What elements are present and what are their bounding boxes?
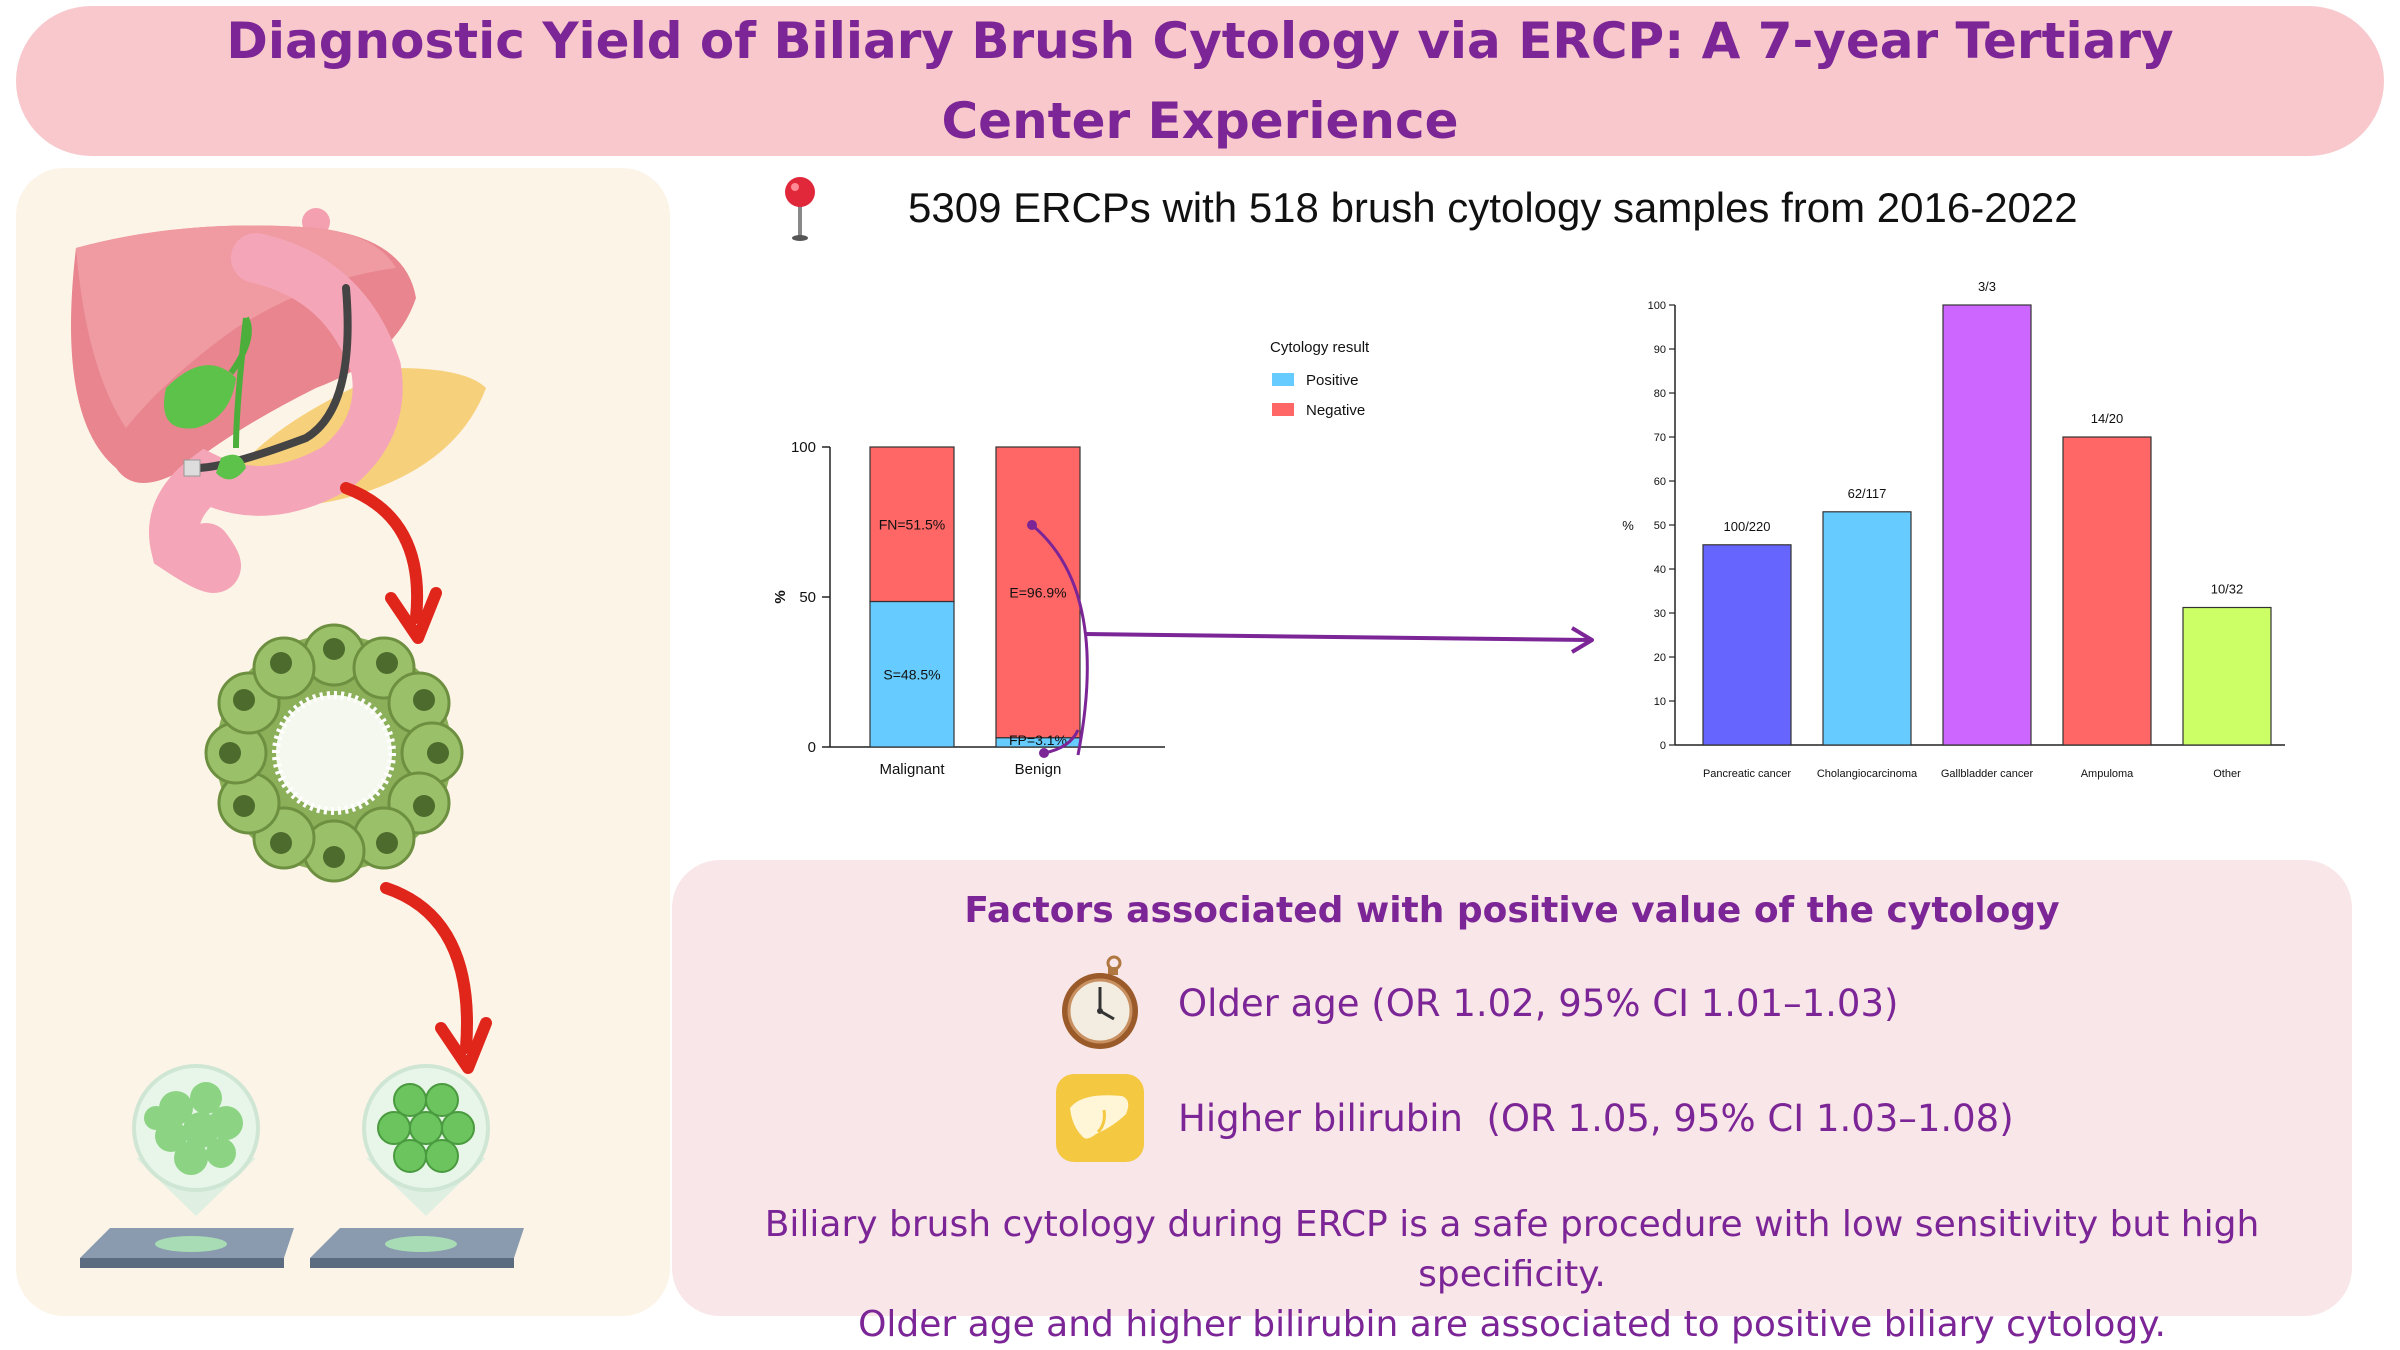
bar-data-label: 62/117 [1848, 486, 1887, 501]
bar-data-label: 14/20 [2091, 411, 2124, 426]
stacked-bar-segment [869, 446, 955, 603]
y-tick-label: 40 [1654, 564, 1666, 576]
factor-bilirubin: Higher bilirubin (OR 1.05, 95% CI 1.03–1… [1052, 1070, 2014, 1166]
diagnosis-bar-chart: 0 10 20 30 40 50 60 70 80 90 100% 100/220 Pancreati… [1610, 265, 2300, 800]
conclusion-line-2: Older age and higher bilirubin are assoc… [858, 1304, 2166, 1345]
y-tick-label: 50 [799, 589, 816, 606]
y-tick-label: 10 [1654, 696, 1666, 708]
bar-data-label: 3/3 [1978, 279, 1996, 294]
y-tick-label: 0 [808, 739, 816, 756]
title-line-2: Center Experience [941, 92, 1459, 150]
factor-age: Older age (OR 1.02, 95% CI 1.01–1.03) [1052, 955, 1898, 1051]
map-pin-icon [785, 177, 815, 241]
x-tick-label: Cholangiocarcinoma [1817, 768, 1918, 780]
factor-age-text: Older age (OR 1.02, 95% CI 1.01–1.03) [1178, 981, 1899, 1025]
segment-label: S=48.5% [883, 666, 940, 682]
flow-arrow-1 [340, 482, 442, 644]
factors-panel: Factors associated with positive value o… [672, 860, 2352, 1345]
y-tick-label: 100 [791, 439, 816, 456]
y-tick-label: 20 [1654, 652, 1666, 664]
segment-label: FN=51.5% [879, 516, 946, 532]
cohort-summary: 5309 ERCPs with 518 brush cytology sampl… [780, 170, 2078, 246]
segment-label: FP=3.1% [1009, 732, 1067, 748]
x-tick-label: Gallbladder cancer [1941, 768, 2034, 780]
segment-label: E=96.9% [1009, 584, 1066, 600]
y-axis-label: % [1622, 518, 1634, 533]
connector-arrow [1027, 520, 1594, 758]
conclusion: Biliary brush cytology during ERCP is a … [672, 1200, 2352, 1350]
illustration-panel [16, 168, 670, 1316]
stacked-bar-segment [995, 446, 1081, 739]
stacked-bar-segment [869, 600, 955, 748]
x-tick-label: Benign [1015, 761, 1062, 778]
cohort-summary-text: 5309 ERCPs with 518 brush cytology sampl… [908, 184, 2078, 231]
legend-label-negative: Negative [1306, 402, 1365, 419]
bar-data-label: 10/32 [2211, 582, 2244, 597]
y-tick-label: 60 [1654, 476, 1666, 488]
bar [1822, 511, 1912, 746]
page-title: Diagnostic Yield of Biliary Brush Cytolo… [220, 1, 2180, 161]
y-tick-label: 50 [1654, 520, 1666, 532]
bar [2062, 436, 2152, 746]
y-tick-label: 100 [1648, 300, 1666, 312]
atypical-cells-slide [80, 1064, 294, 1268]
stacked-bar-chart-svg: 0 50 100% S=48.5% FN=51.5% Malignant FP=3.1% E… [772, 339, 1370, 778]
y-tick-label: 90 [1654, 344, 1666, 356]
x-tick-label: Ampuloma [2081, 768, 2134, 780]
x-tick-label: Pancreatic cancer [1703, 768, 1791, 780]
flow-arrow-2 [380, 882, 492, 1074]
y-tick-label: 0 [1660, 740, 1666, 752]
stacked-bar-chart: 0 50 100% S=48.5% FN=51.5% Malignant FP=3.1% E… [760, 260, 1400, 800]
diagnosis-bar-chart-svg: 0 10 20 30 40 50 60 70 80 90 100% 100/220 Pancreati… [1622, 279, 2285, 780]
factor-bilirubin-text: Higher bilirubin (OR 1.05, 95% CI 1.03–1… [1178, 1096, 2014, 1140]
legend-swatch-negative [1272, 403, 1294, 416]
x-tick-label: Other [2213, 768, 2241, 780]
conclusion-line-1: Biliary brush cytology during ERCP is a … [764, 1204, 2260, 1295]
y-axis-label: % [772, 590, 789, 603]
y-tick-label: 70 [1654, 432, 1666, 444]
x-tick-label: Malignant [879, 761, 945, 778]
title-banner: Diagnostic Yield of Biliary Brush Cytolo… [16, 6, 2384, 156]
bar [1942, 304, 2032, 746]
bar [1702, 544, 1792, 746]
pocket-watch-icon [1062, 955, 1138, 1049]
title-line-1: Diagnostic Yield of Biliary Brush Cytolo… [226, 12, 2174, 70]
liver-icon [1056, 1074, 1144, 1162]
normal-cells-slide [310, 1064, 524, 1268]
legend-label-positive: Positive [1306, 372, 1359, 389]
legend-title: Cytology result [1270, 339, 1370, 356]
liver-pancreas-illustration [71, 208, 486, 593]
y-tick-label: 80 [1654, 388, 1666, 400]
bar [2182, 606, 2272, 746]
epithelial-cell-ring [204, 623, 464, 883]
bar-data-label: 100/220 [1724, 519, 1771, 534]
legend-swatch-positive [1272, 373, 1294, 386]
y-tick-label: 30 [1654, 608, 1666, 620]
factors-title: Factors associated with positive value o… [964, 890, 2060, 931]
